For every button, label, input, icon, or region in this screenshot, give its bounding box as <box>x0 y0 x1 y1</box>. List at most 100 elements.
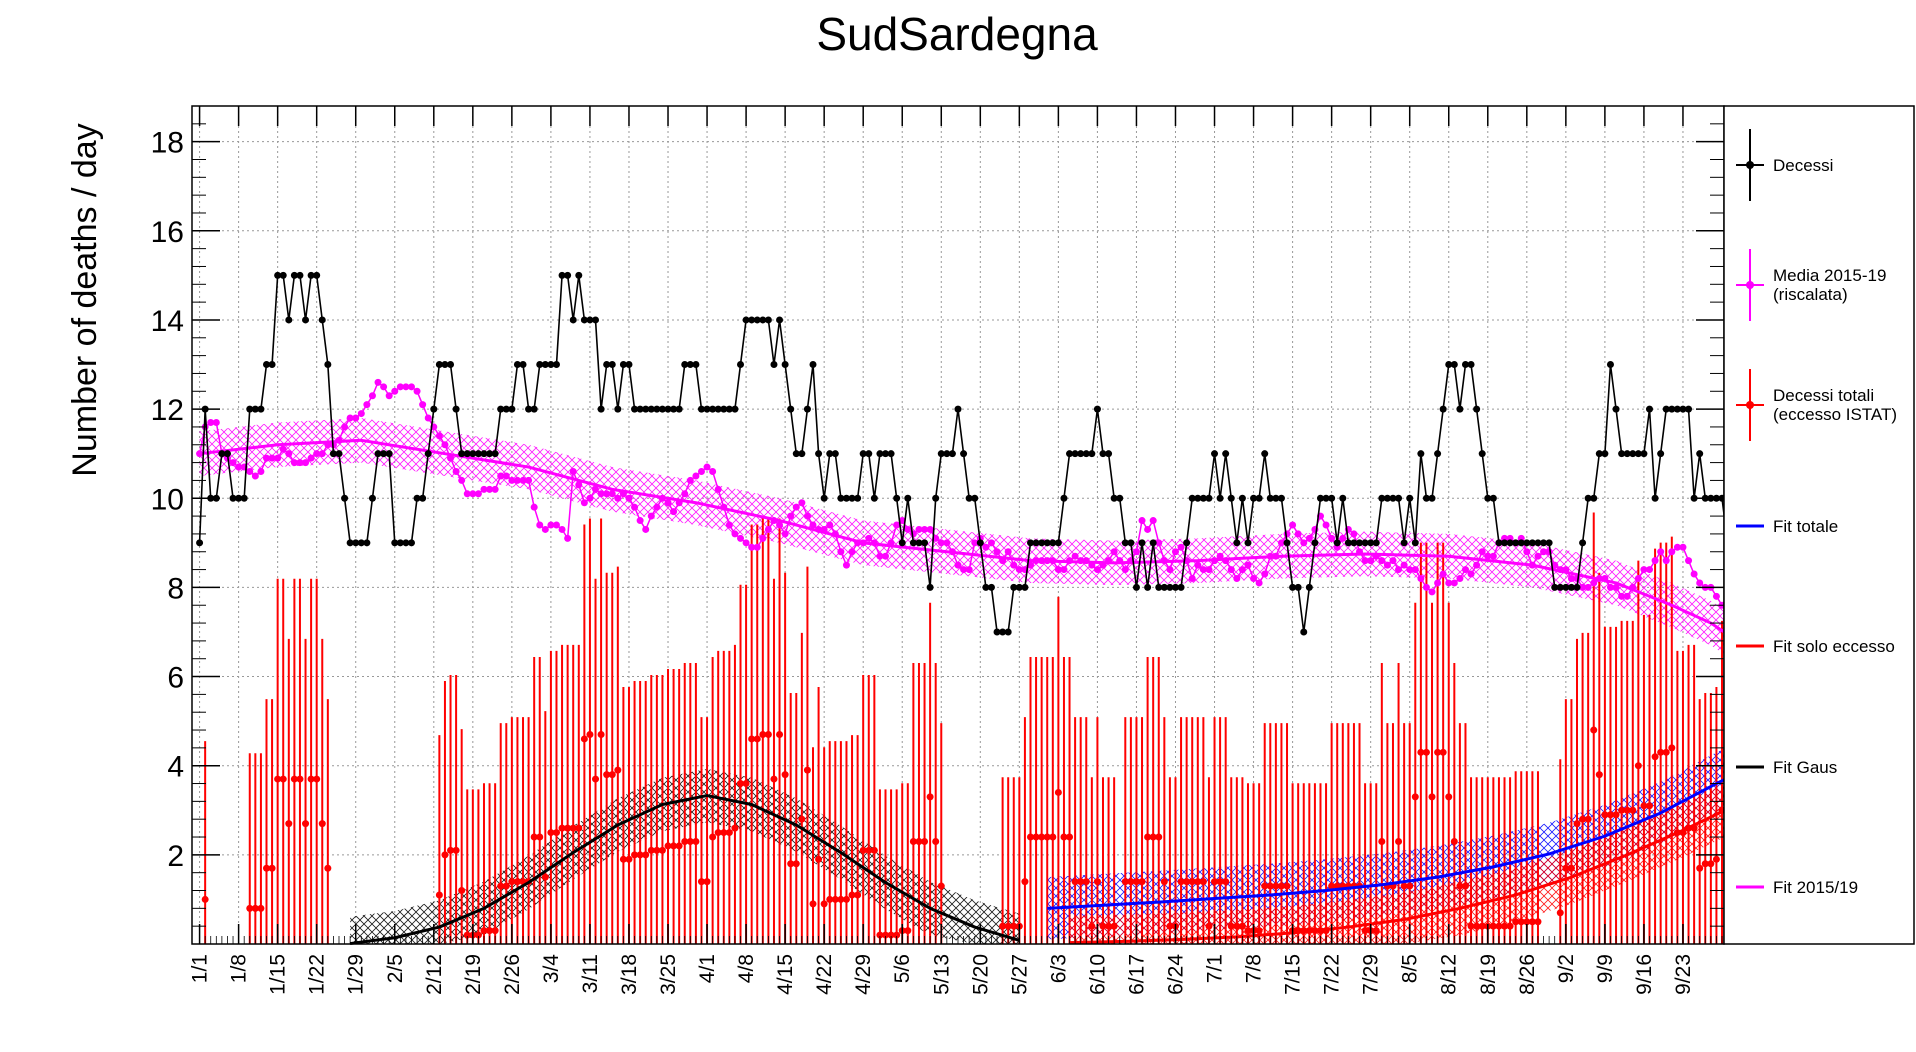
excess-point <box>1216 878 1224 886</box>
average-point <box>803 512 811 520</box>
deaths-point <box>870 494 878 502</box>
excess-point <box>569 824 577 832</box>
deaths-point <box>1428 494 1436 502</box>
deaths-point <box>285 316 293 324</box>
legend-marker-decessi <box>1746 161 1754 169</box>
legend-label-fit-totale: Fit totale <box>1773 517 1838 536</box>
average-point <box>1155 539 1163 547</box>
deaths-point <box>731 405 739 413</box>
average-point <box>1300 539 1308 547</box>
excess-point <box>1149 833 1157 841</box>
deaths-point <box>1160 583 1168 591</box>
deaths-point <box>1333 539 1341 547</box>
deaths-point <box>1629 450 1637 458</box>
average-point <box>235 463 243 471</box>
excess-point <box>491 927 499 935</box>
deaths-point <box>380 450 388 458</box>
excess-point <box>1618 806 1626 814</box>
average-point <box>513 476 521 484</box>
excess-point <box>307 775 315 783</box>
average-point <box>608 490 616 498</box>
excess-point <box>1478 922 1486 930</box>
deaths-point <box>1110 494 1118 502</box>
average-point <box>1339 534 1347 542</box>
excess-point <box>792 860 800 868</box>
average-point <box>703 463 711 471</box>
excess-point <box>1238 922 1246 930</box>
deaths-point <box>1266 494 1274 502</box>
deaths-point <box>815 450 823 458</box>
deaths-point <box>463 450 471 458</box>
deaths-point <box>368 494 376 502</box>
excess-point <box>1328 882 1336 890</box>
average-point <box>742 539 750 547</box>
legend-marker-decessi-totali-eccesso-istat- <box>1746 401 1754 409</box>
average-point <box>982 543 990 551</box>
average-point <box>965 566 973 574</box>
deaths-point <box>1590 494 1598 502</box>
average-point <box>1026 561 1034 569</box>
average-point <box>1015 566 1023 574</box>
excess-point <box>636 851 644 859</box>
deaths-point <box>742 316 750 324</box>
average-point <box>798 499 806 507</box>
deaths-point <box>497 405 505 413</box>
average-point <box>207 418 215 426</box>
deaths-point <box>313 271 321 279</box>
deaths-point <box>597 405 605 413</box>
excess-point <box>1244 927 1252 935</box>
deaths-point <box>937 450 945 458</box>
excess-point <box>926 793 934 801</box>
average-point <box>1579 583 1587 591</box>
excess-point <box>474 931 482 939</box>
excess-point <box>653 846 661 854</box>
excess-point <box>1473 922 1481 930</box>
x-tick-label: 9/2 <box>1555 954 1578 983</box>
deaths-point <box>921 539 929 547</box>
excess-point <box>1132 878 1140 886</box>
deaths-point <box>1305 583 1313 591</box>
excess-point <box>1489 922 1497 930</box>
deaths-point <box>302 316 310 324</box>
deaths-point <box>1121 539 1129 547</box>
deaths-point <box>458 450 466 458</box>
deaths-point <box>820 494 828 502</box>
average-point <box>1434 579 1442 587</box>
average-point <box>1523 548 1531 556</box>
excess-point <box>1205 922 1213 930</box>
average-point <box>625 494 633 502</box>
x-tick-label: 4/1 <box>696 954 719 983</box>
average-point <box>1456 574 1464 582</box>
x-tick-label: 7/29 <box>1360 954 1383 995</box>
deaths-point <box>391 539 399 547</box>
excess-point <box>675 842 683 850</box>
deaths-point <box>569 316 577 324</box>
average-point <box>737 534 745 542</box>
deaths-point <box>1422 494 1430 502</box>
deaths-point <box>1484 494 1492 502</box>
excess-point <box>787 860 795 868</box>
average-point <box>1194 561 1202 569</box>
deaths-point <box>954 405 962 413</box>
average-point <box>1010 561 1018 569</box>
x-tick-label: 5/6 <box>891 954 914 983</box>
legend-marker-media-2015-19-riscalata- <box>1746 281 1754 289</box>
deaths-point <box>307 271 315 279</box>
average-point <box>1261 570 1269 578</box>
average-point <box>709 468 717 476</box>
deaths-point <box>709 405 717 413</box>
excess-point <box>608 771 616 779</box>
average-point <box>993 548 1001 556</box>
x-tick-label: 8/5 <box>1399 954 1422 983</box>
x-tick-label: 4/8 <box>735 954 758 983</box>
excess-point <box>1584 815 1592 823</box>
average-point <box>274 454 282 462</box>
deaths-point <box>1294 583 1302 591</box>
deaths-point <box>1054 539 1062 547</box>
average-point <box>1227 566 1235 574</box>
x-tick-label: 8/19 <box>1477 954 1500 995</box>
excess-point <box>731 824 739 832</box>
excess-point <box>1629 806 1637 814</box>
deaths-point <box>932 494 940 502</box>
excess-point <box>1060 833 1068 841</box>
